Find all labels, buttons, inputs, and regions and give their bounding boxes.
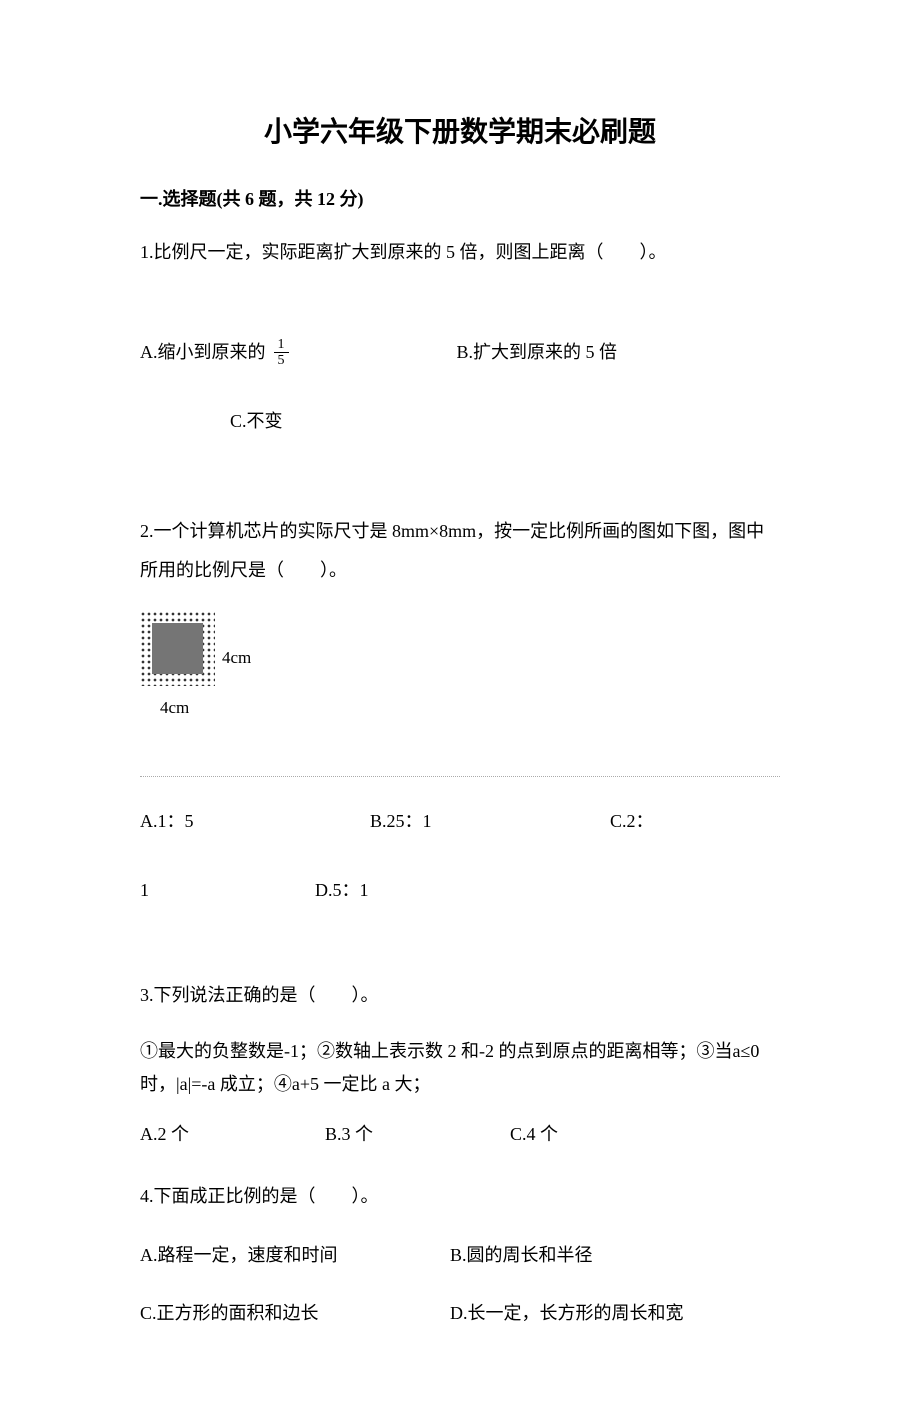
chip-icon xyxy=(140,611,215,686)
chip-label-bottom: 4cm xyxy=(160,689,189,726)
q4-options-row2: C.正方形的面积和边长 D.长一定，长方形的周长和宽 xyxy=(140,1294,780,1334)
q2-option-c: C.2： xyxy=(610,802,654,842)
q3-option-c: C.4 个 xyxy=(510,1115,695,1155)
q2-option-b: B.25：1 xyxy=(370,802,610,842)
fraction-denominator: 5 xyxy=(274,353,289,368)
q4-option-b: B.圆的周长和半径 xyxy=(450,1236,593,1276)
q4-option-d: D.长一定，长方形的周长和宽 xyxy=(450,1294,684,1334)
dotted-divider xyxy=(140,776,780,777)
question-1: 1.比例尺一定，实际距离扩大到原来的 5 倍，则图上距离（ ）。 A.缩小到原来… xyxy=(140,233,780,442)
q4-text: 4.下面成正比例的是（ ）。 xyxy=(140,1177,780,1217)
question-4: 4.下面成正比例的是（ ）。 A.路程一定，速度和时间 B.圆的周长和半径 C.… xyxy=(140,1177,780,1334)
q3-options: A.2 个 B.3 个 C.4 个 xyxy=(140,1115,780,1155)
fraction-numerator: 1 xyxy=(274,337,289,353)
q3-option-a: A.2 个 xyxy=(140,1115,325,1155)
chip-container: 4cm 4cm xyxy=(140,611,215,686)
chip-label-right: 4cm xyxy=(222,639,251,676)
q2-option-1: 1 xyxy=(140,871,315,911)
section-header: 一.选择题(共 6 题，共 12 分) xyxy=(140,185,780,211)
q2-options-row1: A.1：5 B.25：1 C.2： xyxy=(140,802,780,842)
fraction-icon: 1 5 xyxy=(274,337,289,369)
q1-opta-prefix: A.缩小到原来的 xyxy=(140,333,266,373)
q4-option-a: A.路程一定，速度和时间 xyxy=(140,1236,450,1276)
q1-option-c: C.不变 xyxy=(230,402,780,442)
page-title: 小学六年级下册数学期末必刷题 xyxy=(140,110,780,150)
q2-text: 2.一个计算机芯片的实际尺寸是 8mm×8mm，按一定比例所画的图如下图，图中所… xyxy=(140,512,780,591)
q4-options-row1: A.路程一定，速度和时间 B.圆的周长和半径 xyxy=(140,1236,780,1276)
q1-option-b: B.扩大到原来的 5 倍 xyxy=(457,333,618,373)
question-3: 3.下列说法正确的是（ ）。 ①最大的负整数是-1；②数轴上表示数 2 和-2 … xyxy=(140,976,780,1155)
q2-option-a: A.1：5 xyxy=(140,802,370,842)
q1-options-row1: A.缩小到原来的 1 5 B.扩大到原来的 5 倍 xyxy=(140,333,780,373)
q3-statements: ①最大的负整数是-1；②数轴上表示数 2 和-2 的点到原点的距离相等；③当a≤… xyxy=(140,1035,780,1100)
question-2: 2.一个计算机芯片的实际尺寸是 8mm×8mm，按一定比例所画的图如下图，图中所… xyxy=(140,512,780,911)
q2-options-row2: 1 D.5：1 xyxy=(140,871,780,911)
q1-option-a: A.缩小到原来的 1 5 xyxy=(140,333,297,373)
q3-text: 3.下列说法正确的是（ ）。 xyxy=(140,976,780,1016)
chip-inner-icon xyxy=(152,623,203,674)
q4-option-c: C.正方形的面积和边长 xyxy=(140,1294,450,1334)
chip-diagram: 4cm 4cm xyxy=(140,611,780,701)
q3-option-b: B.3 个 xyxy=(325,1115,510,1155)
q2-option-d: D.5：1 xyxy=(315,871,369,911)
q1-text: 1.比例尺一定，实际距离扩大到原来的 5 倍，则图上距离（ ）。 xyxy=(140,233,780,273)
